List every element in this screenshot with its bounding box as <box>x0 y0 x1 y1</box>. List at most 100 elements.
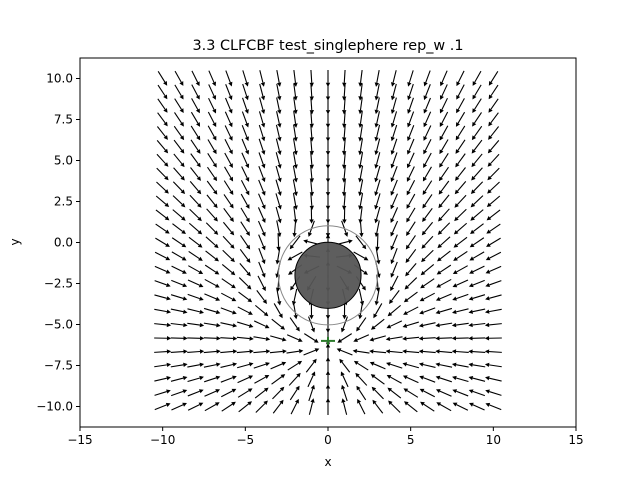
quiver-arrow <box>205 250 219 262</box>
quiver-arrow <box>240 235 251 250</box>
quiver-arrow <box>487 139 500 154</box>
quiver-arrow <box>253 362 270 369</box>
quiver-arrow <box>390 220 399 237</box>
quiver-arrow <box>358 193 364 210</box>
quiver-arrow <box>307 371 316 388</box>
quiver-arrow <box>154 402 171 411</box>
quiver-arrow <box>419 307 436 315</box>
quiver-arrow <box>419 375 436 383</box>
quiver-arrow <box>468 279 485 288</box>
quiver-arrow <box>204 264 220 275</box>
quiver-arrow <box>309 110 314 128</box>
quiver-arrow <box>173 153 185 168</box>
quiver-arrow <box>291 288 298 306</box>
quiver-arrow <box>452 265 468 274</box>
quiver-arrow <box>157 84 168 100</box>
quiver-arrow <box>309 151 315 169</box>
quiver-arrow <box>452 279 469 288</box>
quiver-arrow <box>488 71 499 86</box>
quiver-arrow <box>438 166 449 182</box>
quiver-arrow <box>270 335 287 342</box>
quiver-arrow <box>275 193 282 210</box>
quiver-arrow <box>220 336 238 341</box>
quiver-arrow <box>454 208 467 222</box>
quiver-arrow <box>204 389 221 397</box>
quiver-arrow <box>238 277 252 290</box>
quiver-arrow <box>208 84 217 100</box>
quiver-arrow <box>418 349 436 354</box>
quiver-arrow <box>170 362 188 368</box>
quiver-arrow <box>371 386 384 400</box>
quiver-arrow <box>273 303 283 319</box>
quiver-arrow <box>242 97 249 114</box>
quiver-arrow <box>293 206 298 224</box>
quiver-arrow <box>174 98 184 114</box>
quiver-arrow <box>289 385 300 401</box>
quiver-arrow <box>174 112 184 127</box>
x-tick-label: 0 <box>324 433 332 447</box>
quiver-arrow <box>342 192 347 210</box>
quiver-arrow <box>189 194 202 208</box>
quiver-arrow <box>452 389 469 397</box>
quiver-arrow <box>293 124 298 142</box>
quiver-arrow <box>488 98 499 113</box>
quiver-arrow <box>337 333 352 343</box>
quiver-arrow <box>472 112 482 127</box>
x-tick-label: 15 <box>568 433 583 447</box>
quiver-arrow <box>190 139 201 154</box>
quiver-arrow <box>292 165 298 183</box>
y-tick-label: 5.0 <box>54 154 73 168</box>
quiver-arrow <box>207 125 217 141</box>
quiver-arrow <box>405 249 417 263</box>
quiver-arrow <box>390 83 397 101</box>
quiver-arrow <box>222 235 235 249</box>
quiver-arrow <box>404 277 418 290</box>
quiver-arrow <box>404 401 418 413</box>
vector-field <box>154 69 502 415</box>
quiver-arrow <box>253 336 271 342</box>
quiver-arrow <box>254 387 269 399</box>
quiver-arrow <box>203 362 221 368</box>
quiver-arrow <box>468 322 486 328</box>
quiver-arrow <box>423 97 431 114</box>
quiver-arrow <box>485 376 502 382</box>
quiver-arrow <box>435 322 453 328</box>
quiver-arrow <box>468 294 486 301</box>
quiver-arrow <box>154 362 172 368</box>
quiver-arrow <box>455 167 466 181</box>
quiver-arrow <box>238 291 253 303</box>
quiver-arrow <box>154 389 171 396</box>
quiver-arrow <box>171 279 188 288</box>
y-tick-label: 0.0 <box>54 236 73 250</box>
quiver-arrow <box>470 209 484 221</box>
quiver-arrow <box>241 152 250 169</box>
quiver-arrow <box>339 358 351 373</box>
quiver-arrow <box>292 138 298 156</box>
quiver-arrow <box>374 288 380 306</box>
quiver-arrow <box>269 349 287 354</box>
quiver-arrow <box>157 112 168 127</box>
quiver-arrow <box>437 250 451 262</box>
quiver-arrow <box>258 166 266 183</box>
quiver-arrow <box>358 152 364 169</box>
quiver-arrow <box>307 220 315 237</box>
quiver-arrow <box>275 124 282 142</box>
quiver-arrow <box>436 264 452 275</box>
quiver-arrow <box>406 193 416 209</box>
quiver-arrow <box>154 349 172 354</box>
quiver-arrow <box>259 97 266 115</box>
quiver-arrow <box>341 220 349 237</box>
quiver-arrow <box>154 376 171 382</box>
quiver-arrow <box>204 278 220 288</box>
quiver-arrow <box>203 349 221 354</box>
quiver-arrow <box>422 166 432 182</box>
quiver-arrow <box>157 71 168 86</box>
quiver-arrow <box>370 318 385 330</box>
quiver-arrow <box>187 308 204 314</box>
quiver-arrow <box>374 97 380 115</box>
quiver-arrow <box>154 265 171 274</box>
quiver-arrow <box>240 221 250 236</box>
quiver-arrow <box>390 261 398 278</box>
quiver-arrow <box>358 165 364 183</box>
chart-title: 3.3 CLFCBF test_singlephere rep_w .1 <box>192 38 463 54</box>
